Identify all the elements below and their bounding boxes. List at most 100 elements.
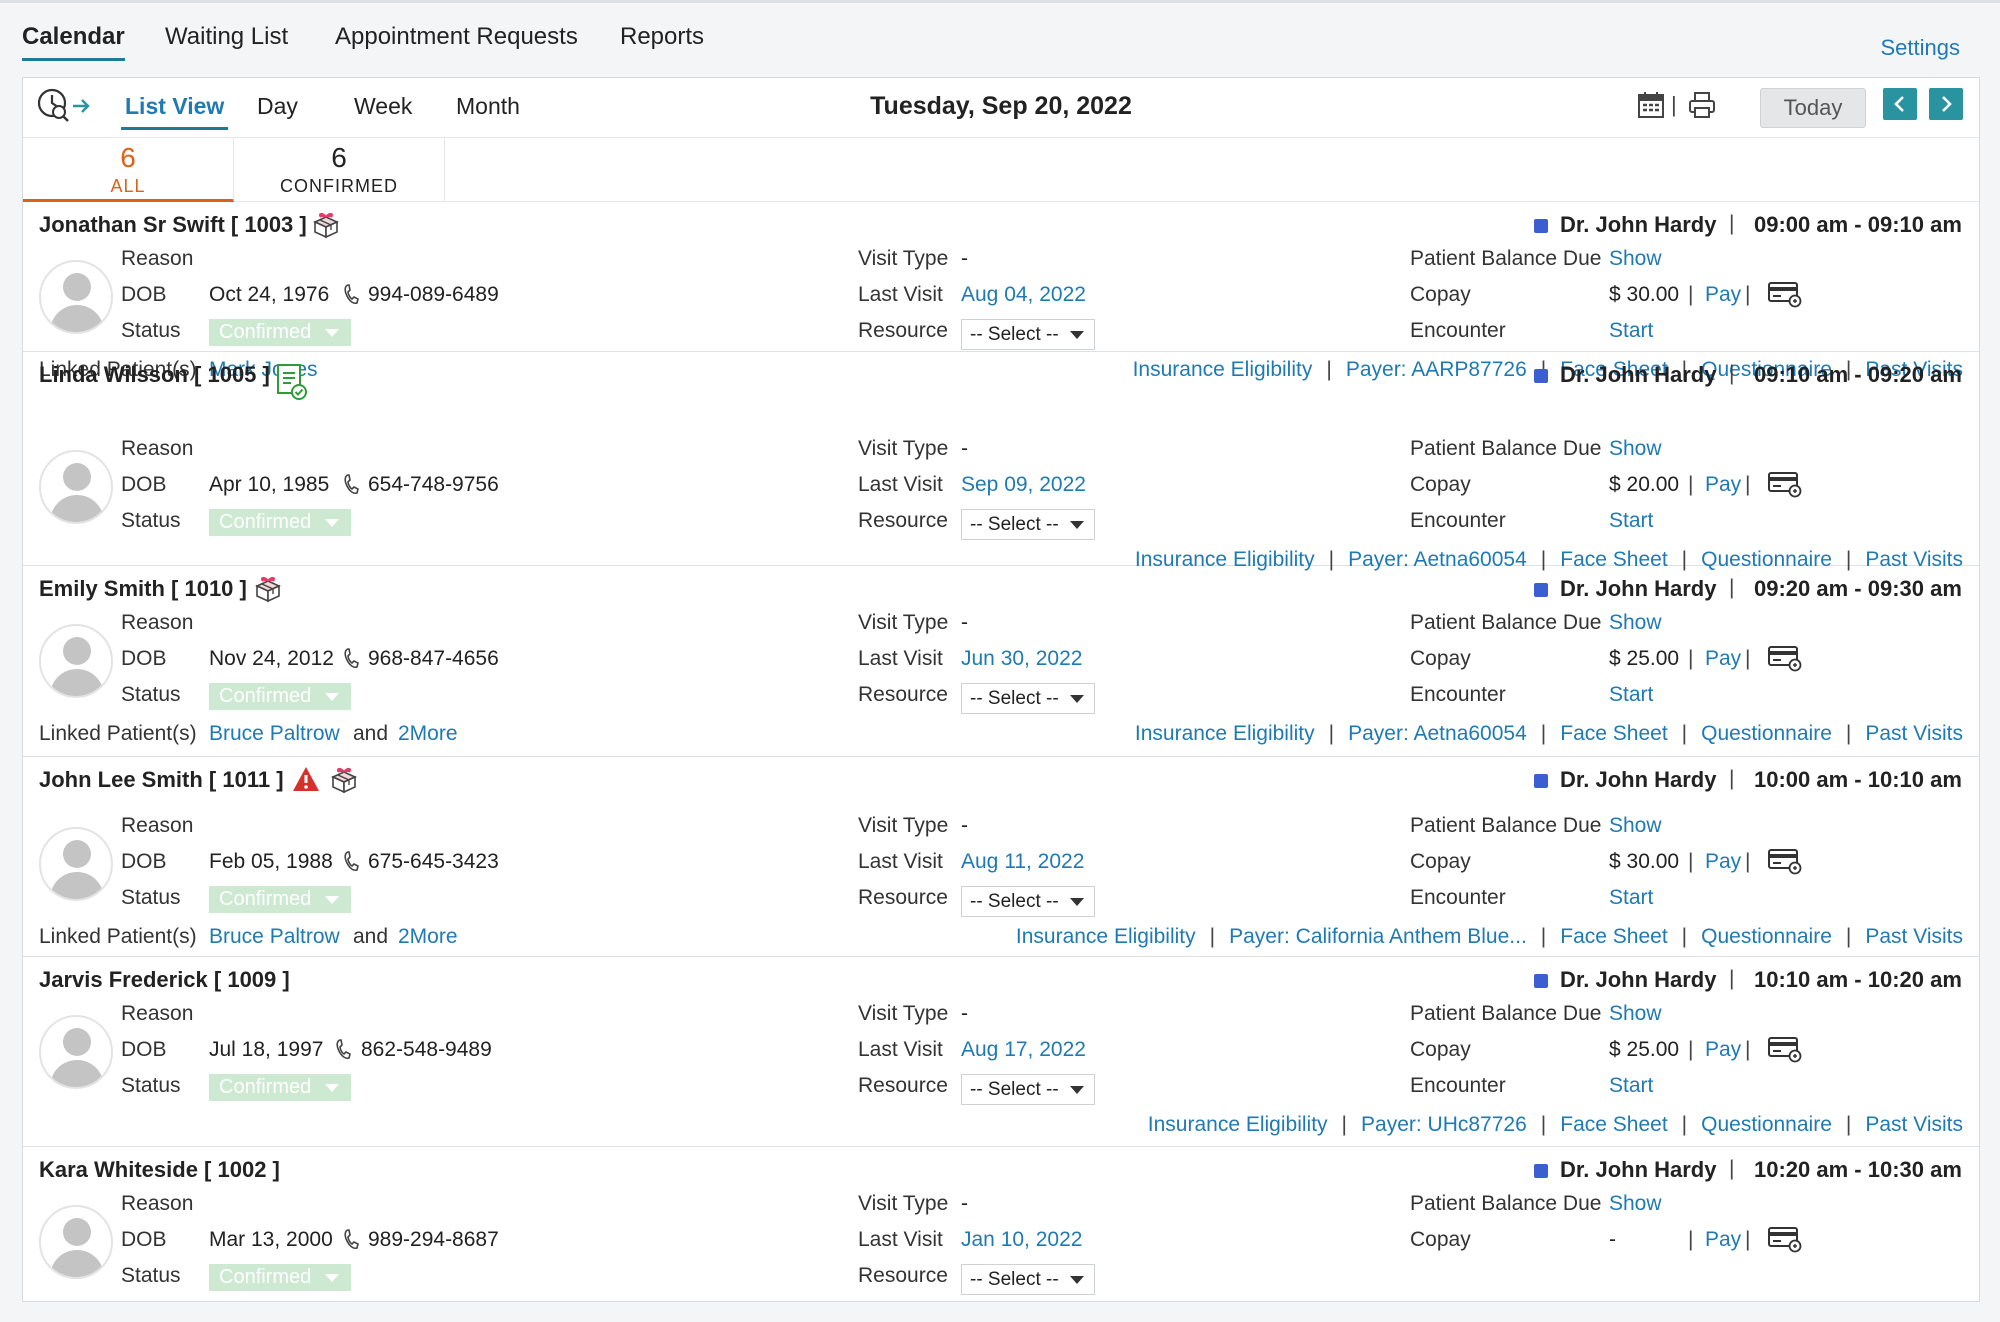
- start-encounter-link[interactable]: Start: [1609, 319, 1654, 342]
- tab-month[interactable]: Month: [456, 93, 520, 119]
- payer-link[interactable]: Payer: Aetna60054: [1348, 548, 1527, 571]
- pay-link[interactable]: Pay: [1705, 283, 1742, 306]
- patient-name[interactable]: Kara Whiteside [ 1002 ]: [39, 1157, 280, 1182]
- patient-name[interactable]: Linda Wilsson [ 1005 ]: [39, 362, 270, 387]
- questionnaire-link[interactable]: Questionnaire: [1701, 548, 1832, 571]
- pay-link[interactable]: Pay: [1705, 1228, 1742, 1251]
- tab-week[interactable]: Week: [354, 93, 413, 119]
- phone-value[interactable]: 675-645-3423: [368, 850, 499, 873]
- start-encounter-link[interactable]: Start: [1609, 683, 1654, 706]
- resource-select[interactable]: -- Select --: [961, 1264, 1095, 1295]
- avatar[interactable]: [39, 827, 113, 901]
- phone-value[interactable]: 654-748-9756: [368, 473, 499, 496]
- avatar[interactable]: [39, 450, 113, 524]
- start-encounter-link[interactable]: Start: [1609, 1074, 1654, 1097]
- payer-link[interactable]: Payer: AARP87726: [1345, 358, 1527, 381]
- show-balance-link[interactable]: Show: [1609, 247, 1662, 270]
- status-dropdown[interactable]: Confirmed: [209, 509, 351, 536]
- filter-confirmed[interactable]: 6 CONFIRMED: [234, 138, 445, 202]
- pay-link[interactable]: Pay: [1705, 850, 1742, 873]
- pay-link[interactable]: Pay: [1705, 647, 1742, 670]
- insurance-eligibility-link[interactable]: Insurance Eligibility: [1134, 722, 1315, 745]
- tab-waiting-list[interactable]: Waiting List: [165, 23, 289, 50]
- payer-link[interactable]: Payer: Aetna60054: [1348, 722, 1527, 745]
- avatar[interactable]: [39, 1205, 113, 1279]
- last-visit-link[interactable]: Sep 09, 2022: [961, 473, 1086, 496]
- questionnaire-link[interactable]: Questionnaire: [1701, 925, 1832, 948]
- status-dropdown[interactable]: Confirmed: [209, 1264, 351, 1291]
- pay-link[interactable]: Pay: [1705, 473, 1742, 496]
- status-dropdown[interactable]: Confirmed: [209, 683, 351, 710]
- resource-select[interactable]: -- Select --: [961, 1074, 1095, 1105]
- filter-all[interactable]: 6 ALL: [23, 138, 234, 202]
- calendar-icon[interactable]: [1637, 90, 1665, 125]
- face-sheet-link[interactable]: Face Sheet: [1560, 722, 1668, 745]
- past-visits-link[interactable]: Past Visits: [1865, 1113, 1963, 1136]
- tab-list-view[interactable]: List View: [120, 93, 229, 130]
- patient-name[interactable]: John Lee Smith [ 1011 ]: [39, 767, 284, 792]
- linked-more-link[interactable]: 2More: [398, 925, 458, 948]
- payer-link[interactable]: Payer: California Anthem Blue...: [1229, 925, 1527, 948]
- resource-select[interactable]: -- Select --: [961, 683, 1095, 714]
- insurance-eligibility-link[interactable]: Insurance Eligibility: [1015, 925, 1196, 948]
- past-visits-link[interactable]: Past Visits: [1865, 722, 1963, 745]
- credit-card-icon[interactable]: [1767, 1035, 1803, 1068]
- face-sheet-link[interactable]: Face Sheet: [1560, 548, 1668, 571]
- print-icon[interactable]: [1687, 90, 1717, 125]
- prev-day-button[interactable]: [1883, 88, 1917, 120]
- status-dropdown[interactable]: Confirmed: [209, 886, 351, 913]
- last-visit-link[interactable]: Aug 17, 2022: [961, 1038, 1086, 1061]
- tab-reports[interactable]: Reports: [620, 23, 705, 50]
- avatar[interactable]: [39, 1015, 113, 1089]
- questionnaire-link[interactable]: Questionnaire: [1701, 722, 1832, 745]
- last-visit-link[interactable]: Jun 30, 2022: [961, 647, 1083, 670]
- start-encounter-link[interactable]: Start: [1609, 886, 1654, 909]
- last-visit-link[interactable]: Jan 10, 2022: [961, 1228, 1083, 1251]
- phone-value[interactable]: 994-089-6489: [368, 283, 499, 306]
- patient-name[interactable]: Jonathan Sr Swift [ 1003 ]: [39, 212, 307, 237]
- face-sheet-link[interactable]: Face Sheet: [1560, 1113, 1668, 1136]
- past-visits-link[interactable]: Past Visits: [1865, 548, 1963, 571]
- show-balance-link[interactable]: Show: [1609, 1002, 1662, 1025]
- insurance-eligibility-link[interactable]: Insurance Eligibility: [1134, 548, 1315, 571]
- start-encounter-link[interactable]: Start: [1609, 509, 1654, 532]
- show-balance-link[interactable]: Show: [1609, 1192, 1662, 1215]
- patient-name[interactable]: Emily Smith [ 1010 ]: [39, 576, 247, 601]
- credit-card-icon[interactable]: [1767, 470, 1803, 503]
- status-dropdown[interactable]: Confirmed: [209, 319, 351, 346]
- last-visit-link[interactable]: Aug 04, 2022: [961, 283, 1086, 306]
- linked-patient-link[interactable]: Bruce Paltrow: [209, 722, 340, 745]
- linked-patient-link[interactable]: Bruce Paltrow: [209, 925, 340, 948]
- past-visits-link[interactable]: Past Visits: [1865, 358, 1963, 381]
- resource-select[interactable]: -- Select --: [961, 509, 1095, 540]
- credit-card-icon[interactable]: [1767, 644, 1803, 677]
- tab-calendar[interactable]: Calendar: [22, 23, 125, 61]
- settings-link[interactable]: Settings: [1880, 35, 1961, 60]
- show-balance-link[interactable]: Show: [1609, 814, 1662, 837]
- credit-card-icon[interactable]: [1767, 1225, 1803, 1258]
- credit-card-icon[interactable]: [1767, 847, 1803, 880]
- insurance-eligibility-link[interactable]: Insurance Eligibility: [1132, 358, 1313, 381]
- show-balance-link[interactable]: Show: [1609, 437, 1662, 460]
- last-visit-link[interactable]: Aug 11, 2022: [961, 850, 1085, 873]
- status-dropdown[interactable]: Confirmed: [209, 1074, 351, 1101]
- questionnaire-link[interactable]: Questionnaire: [1701, 1113, 1832, 1136]
- next-day-button[interactable]: [1929, 88, 1963, 120]
- phone-value[interactable]: 989-294-8687: [368, 1228, 499, 1251]
- face-sheet-link[interactable]: Face Sheet: [1560, 358, 1668, 381]
- tab-appointment-requests[interactable]: Appointment Requests: [335, 23, 578, 50]
- today-button[interactable]: Today: [1760, 88, 1866, 128]
- questionnaire-link[interactable]: Questionnaire: [1701, 358, 1832, 381]
- show-balance-link[interactable]: Show: [1609, 611, 1662, 634]
- avatar[interactable]: [39, 624, 113, 698]
- past-visits-link[interactable]: Past Visits: [1865, 925, 1963, 948]
- tab-day[interactable]: Day: [257, 93, 298, 119]
- patient-name[interactable]: Jarvis Frederick [ 1009 ]: [39, 967, 290, 992]
- phone-value[interactable]: 968-847-4656: [368, 647, 499, 670]
- resource-select[interactable]: -- Select --: [961, 319, 1095, 350]
- payer-link[interactable]: Payer: UHc87726: [1361, 1113, 1527, 1136]
- insurance-eligibility-link[interactable]: Insurance Eligibility: [1147, 1113, 1328, 1136]
- clock-search-icon[interactable]: [35, 86, 93, 131]
- resource-select[interactable]: -- Select --: [961, 886, 1095, 917]
- phone-value[interactable]: 862-548-9489: [361, 1038, 492, 1061]
